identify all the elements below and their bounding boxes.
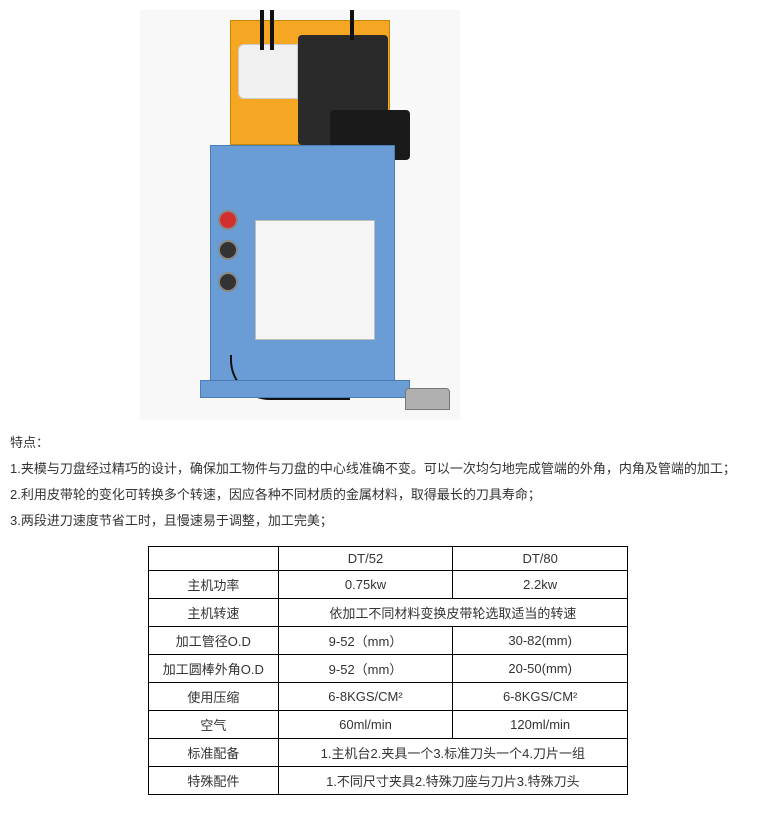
table-cell: 9-52（mm） (278, 655, 453, 683)
table-row: 加工管径O.D 9-52（mm） 30-82(mm) (149, 627, 628, 655)
table-cell (149, 547, 279, 571)
table-cell: 9-52（mm） (278, 627, 453, 655)
table-cell: 0.75kw (278, 571, 453, 599)
machine-motor (238, 44, 298, 99)
machine-foot-pedal (405, 388, 450, 410)
table-row-label: 主机转速 (149, 599, 279, 627)
machine-pipe (260, 10, 264, 50)
machine-pipe (350, 10, 354, 40)
machine-panel-door (255, 220, 375, 340)
feature-item: 2.利用皮带轮的变化可转换多个转速，因应各种不同材质的金属材料，取得最长的刀具寿… (10, 482, 766, 508)
table-cell: 6-8KGS/CM² (278, 683, 453, 711)
table-header-model-a: DT/52 (278, 547, 453, 571)
feature-item: 1.夹模与刀盘经过精巧的设计，确保加工物件与刀盘的中心线准确不变。可以一次均匀地… (10, 456, 766, 482)
table-cell: 60ml/min (278, 711, 453, 739)
table-cell: 120ml/min (453, 711, 628, 739)
machine-pipe (270, 10, 274, 50)
table-header-model-b: DT/80 (453, 547, 628, 571)
product-image (140, 10, 460, 420)
table-row: 特殊配件 1.不同尺寸夹具2.特殊刀座与刀片3.特殊刀头 (149, 767, 628, 795)
machine-switch (218, 272, 238, 292)
table-row: 空气 60ml/min 120ml/min (149, 711, 628, 739)
table-cell-span: 1.不同尺寸夹具2.特殊刀座与刀片3.特殊刀头 (278, 767, 627, 795)
table-cell-span: 依加工不同材料变换皮带轮选取适当的转速 (278, 599, 627, 627)
table-row-label: 加工圆棒外角O.D (149, 655, 279, 683)
machine-base (200, 380, 410, 398)
machine-estop-button (218, 210, 238, 230)
feature-item: 3.两段进刀速度节省工时，且慢速易于调整，加工完美； (10, 508, 766, 534)
table-cell: 20-50(mm) (453, 655, 628, 683)
table-cell: 2.2kw (453, 571, 628, 599)
spec-table: DT/52 DT/80 主机功率 0.75kw 2.2kw 主机转速 依加工不同… (148, 546, 628, 795)
table-row-label: 空气 (149, 711, 279, 739)
features-heading: 特点： (10, 430, 766, 456)
table-row: 主机功率 0.75kw 2.2kw (149, 571, 628, 599)
table-row: DT/52 DT/80 (149, 547, 628, 571)
table-row-label: 标准配备 (149, 739, 279, 767)
machine-switch (218, 240, 238, 260)
table-row: 使用压缩 6-8KGS/CM² 6-8KGS/CM² (149, 683, 628, 711)
table-cell-span: 1.主机台2.夹具一个3.标准刀头一个4.刀片一组 (278, 739, 627, 767)
page: 特点： 1.夹模与刀盘经过精巧的设计，确保加工物件与刀盘的中心线准确不变。可以一… (0, 10, 776, 795)
table-row-label: 主机功率 (149, 571, 279, 599)
table-row-label: 特殊配件 (149, 767, 279, 795)
table-row: 标准配备 1.主机台2.夹具一个3.标准刀头一个4.刀片一组 (149, 739, 628, 767)
table-cell: 6-8KGS/CM² (453, 683, 628, 711)
table-row: 加工圆棒外角O.D 9-52（mm） 20-50(mm) (149, 655, 628, 683)
table-cell: 30-82(mm) (453, 627, 628, 655)
table-row-label: 加工管径O.D (149, 627, 279, 655)
features-section: 特点： 1.夹模与刀盘经过精巧的设计，确保加工物件与刀盘的中心线准确不变。可以一… (10, 430, 766, 534)
table-row: 主机转速 依加工不同材料变换皮带轮选取适当的转速 (149, 599, 628, 627)
table-row-label: 使用压缩 (149, 683, 279, 711)
